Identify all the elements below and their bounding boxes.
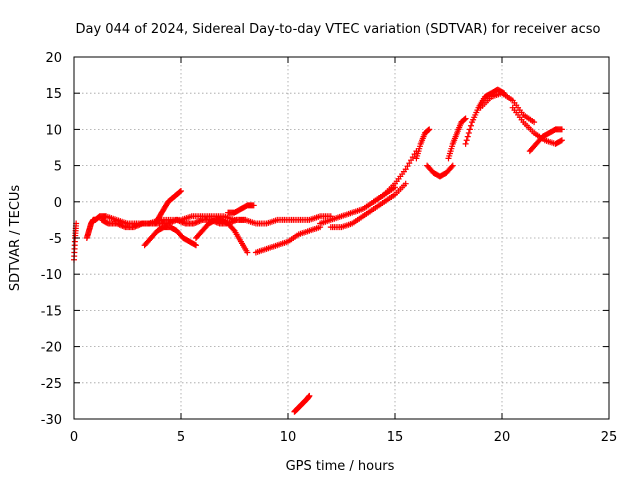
data-point bbox=[242, 216, 249, 223]
data-point bbox=[558, 126, 565, 133]
series-descent-9h bbox=[252, 224, 324, 256]
plot-frame bbox=[73, 56, 610, 420]
y-tick-label: 20 bbox=[45, 51, 62, 66]
series-spike-16h bbox=[413, 126, 433, 162]
data-point bbox=[466, 126, 473, 133]
data-point bbox=[448, 163, 455, 170]
x-tick-label: 0 bbox=[70, 430, 78, 445]
data-point bbox=[557, 137, 564, 144]
data-point bbox=[402, 166, 409, 173]
x-tick-label: 25 bbox=[601, 430, 618, 445]
data-point bbox=[463, 137, 470, 144]
data-point bbox=[462, 140, 469, 147]
data-point bbox=[531, 119, 538, 126]
x-tick-label: 20 bbox=[494, 430, 511, 445]
data-point bbox=[425, 127, 432, 134]
y-tick-label: 10 bbox=[45, 123, 62, 138]
y-tick-label: -10 bbox=[41, 268, 62, 283]
data-point bbox=[462, 115, 469, 122]
series-outlier-10-11h bbox=[291, 392, 313, 415]
y-tick-label: -5 bbox=[49, 232, 62, 247]
chart-title: Day 044 of 2024, Sidereal Day-to-day VTE… bbox=[76, 22, 601, 37]
x-axis-label: GPS time / hours bbox=[286, 459, 395, 474]
y-tick-label: -25 bbox=[41, 377, 62, 392]
ticks-layer: 0 5 10 15 20 25 -30 -25 -20 -15 -10 -5 0 5 10 15 20 bbox=[41, 51, 618, 445]
data-point bbox=[404, 163, 411, 170]
series-start-a bbox=[71, 220, 80, 263]
data-point bbox=[306, 392, 313, 399]
data-point bbox=[244, 249, 251, 256]
x-tick-label: 10 bbox=[280, 430, 297, 445]
series-dip-near-4h bbox=[141, 224, 199, 249]
data-point bbox=[250, 202, 257, 209]
y-tick-label: 15 bbox=[45, 87, 62, 102]
series-lower-12-15h bbox=[327, 180, 409, 231]
x-tick-label: 15 bbox=[387, 430, 404, 445]
y-tick-label: -15 bbox=[41, 304, 62, 319]
y-tick-label: 5 bbox=[54, 160, 62, 175]
y-tick-label: 0 bbox=[54, 196, 62, 211]
data-point bbox=[465, 130, 472, 137]
data-point bbox=[426, 126, 433, 133]
series-rise-18-20h bbox=[462, 86, 508, 147]
data-point bbox=[402, 180, 409, 187]
x-tick-label: 5 bbox=[177, 430, 185, 445]
series-band-21-23h bbox=[526, 126, 565, 155]
data-point bbox=[192, 242, 199, 249]
grid-layer bbox=[74, 57, 609, 419]
data-point bbox=[178, 187, 184, 194]
series-arc-8h bbox=[225, 202, 257, 216]
series-rise-17-18h bbox=[445, 115, 469, 162]
data-point bbox=[464, 133, 471, 140]
series-arc-19-21h bbox=[477, 90, 538, 126]
data-point bbox=[409, 154, 416, 161]
data-point bbox=[558, 137, 565, 144]
marks-layer bbox=[71, 86, 565, 415]
data-point bbox=[406, 160, 413, 167]
data-point bbox=[230, 226, 237, 233]
y-tick-label: -30 bbox=[41, 413, 62, 428]
y-axis-label: SDTVAR / TECUs bbox=[8, 185, 23, 292]
data-point bbox=[449, 162, 456, 169]
series-fall-20-23h bbox=[509, 104, 565, 147]
data-point bbox=[461, 116, 468, 123]
data-point bbox=[467, 122, 474, 129]
series-arc-main-2 bbox=[98, 216, 249, 231]
series-dip-near-7h bbox=[192, 216, 251, 256]
data-point bbox=[177, 188, 184, 195]
data-point bbox=[408, 157, 415, 164]
data-point bbox=[191, 241, 198, 248]
y-tick-label: -20 bbox=[41, 341, 62, 356]
series-rise-near-5h bbox=[152, 187, 184, 227]
series-dip-16-17h bbox=[424, 162, 456, 180]
